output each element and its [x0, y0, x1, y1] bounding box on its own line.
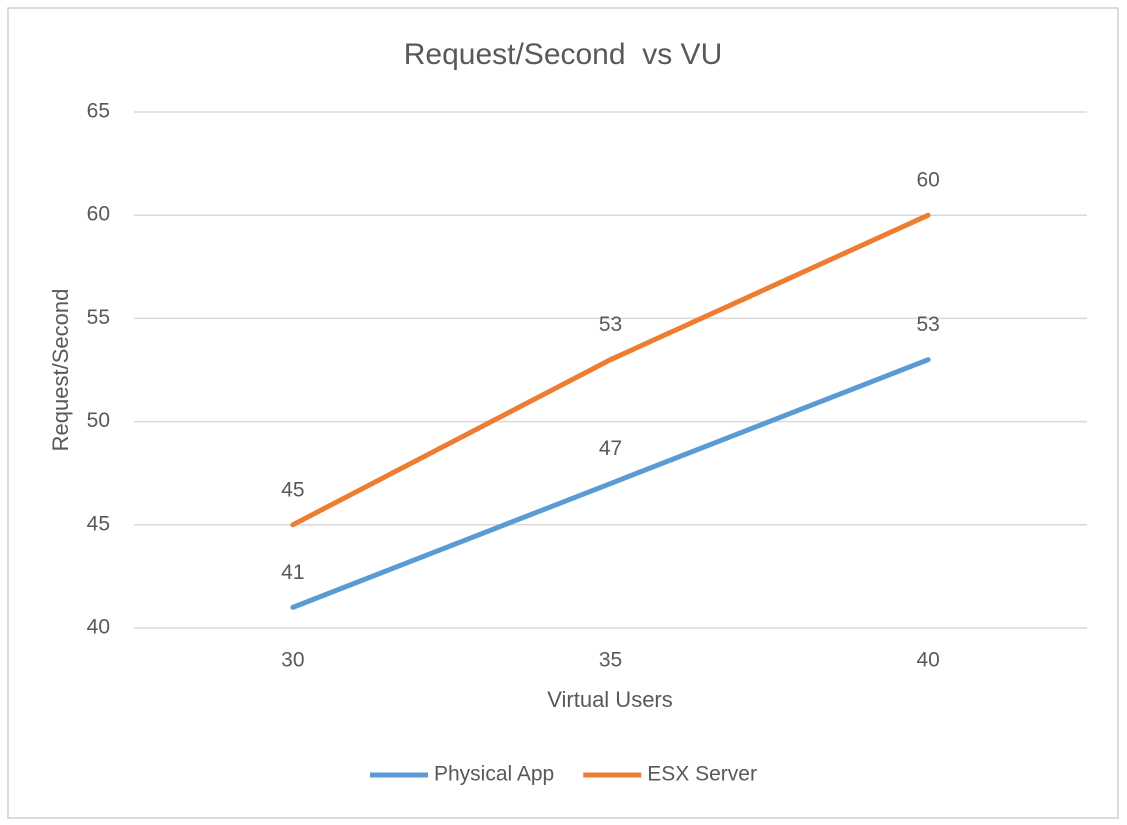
legend-label: ESX Server	[647, 763, 757, 786]
data-label: 53	[916, 313, 939, 336]
y-tick-label: 60	[87, 203, 110, 226]
x-axis-title: Virtual Users	[547, 687, 673, 712]
x-tick-label: 40	[916, 649, 939, 672]
data-label: 45	[281, 478, 304, 501]
y-tick-label: 65	[87, 100, 110, 123]
series-line	[290, 212, 931, 528]
y-tick-label: 50	[87, 409, 110, 432]
series-line	[290, 357, 931, 610]
x-tick-label: 35	[599, 649, 622, 672]
y-tick-label: 45	[87, 512, 110, 535]
x-tick-label: 30	[281, 649, 304, 672]
y-tick-label: 40	[87, 616, 110, 639]
data-label: 47	[599, 437, 622, 460]
data-label: 41	[281, 561, 304, 584]
chart-title: Request/Second vs VU	[404, 38, 723, 71]
data-label: 53	[599, 313, 622, 336]
data-label: 60	[916, 169, 939, 192]
legend-label: Physical App	[434, 763, 554, 786]
y-tick-label: 55	[87, 306, 110, 329]
chart-frame	[7, 7, 1119, 819]
y-axis-title: Request/Second	[48, 289, 73, 452]
